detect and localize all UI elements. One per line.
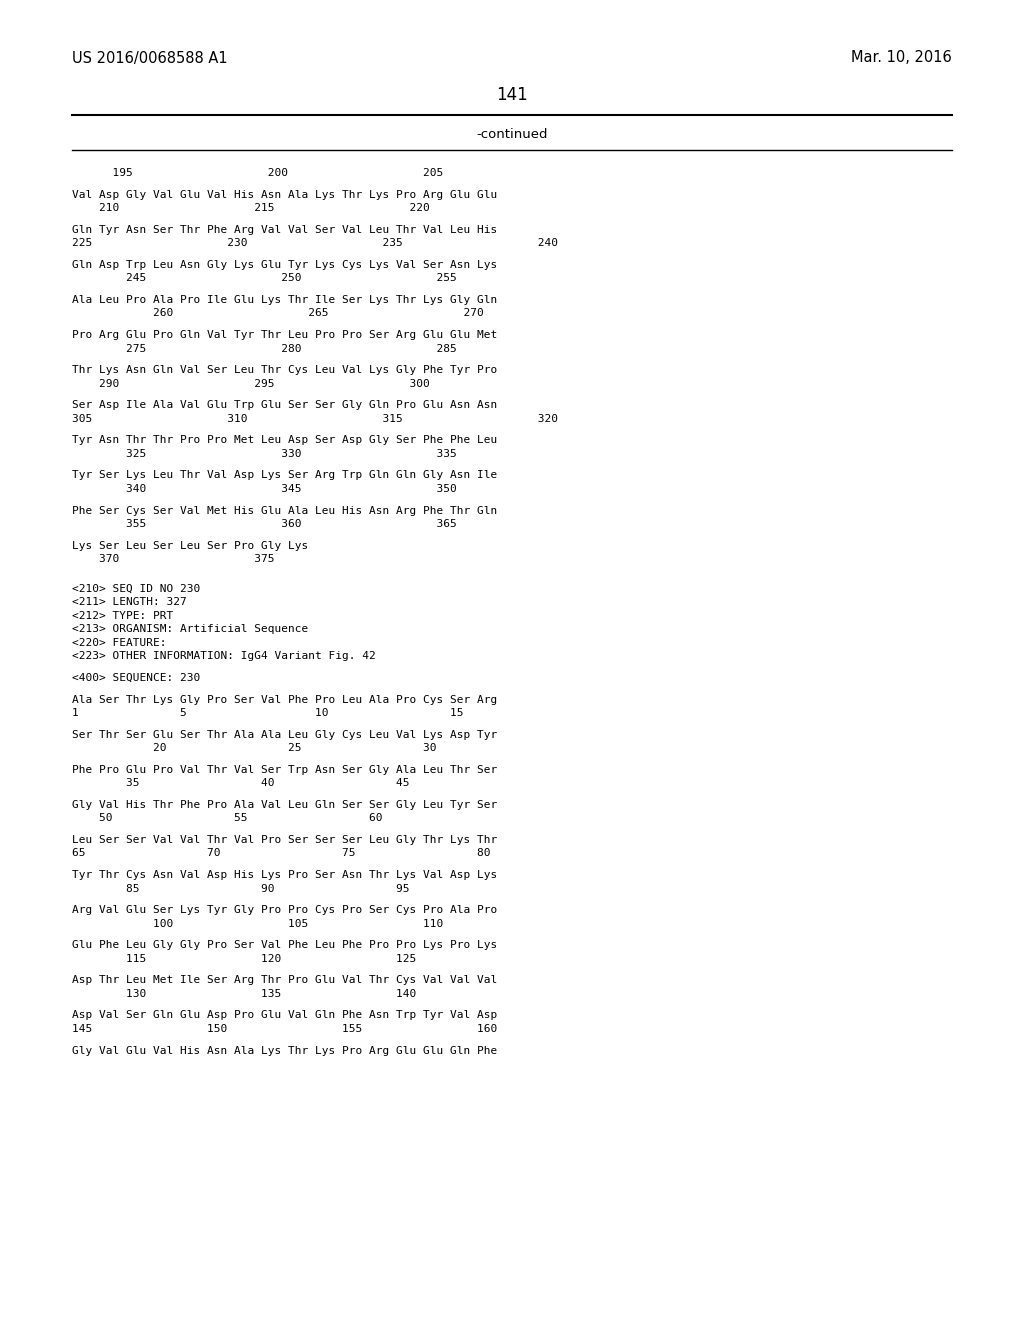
Text: 290                    295                    300: 290 295 300 xyxy=(72,379,430,388)
Text: 245                    250                    255: 245 250 255 xyxy=(72,273,457,284)
Text: <211> LENGTH: 327: <211> LENGTH: 327 xyxy=(72,598,186,607)
Text: Mar. 10, 2016: Mar. 10, 2016 xyxy=(851,50,952,66)
Text: <223> OTHER INFORMATION: IgG4 Variant Fig. 42: <223> OTHER INFORMATION: IgG4 Variant Fi… xyxy=(72,651,376,661)
Text: Pro Arg Glu Pro Gln Val Tyr Thr Leu Pro Pro Ser Arg Glu Glu Met: Pro Arg Glu Pro Gln Val Tyr Thr Leu Pro … xyxy=(72,330,498,341)
Text: 305                    310                    315                    320: 305 310 315 320 xyxy=(72,413,558,424)
Text: Val Asp Gly Val Glu Val His Asn Ala Lys Thr Lys Pro Arg Glu Glu: Val Asp Gly Val Glu Val His Asn Ala Lys … xyxy=(72,190,498,199)
Text: Gln Tyr Asn Ser Thr Phe Arg Val Val Ser Val Leu Thr Val Leu His: Gln Tyr Asn Ser Thr Phe Arg Val Val Ser … xyxy=(72,224,498,235)
Text: -continued: -continued xyxy=(476,128,548,141)
Text: Tyr Thr Cys Asn Val Asp His Lys Pro Ser Asn Thr Lys Val Asp Lys: Tyr Thr Cys Asn Val Asp His Lys Pro Ser … xyxy=(72,870,498,880)
Text: Gly Val His Thr Phe Pro Ala Val Leu Gln Ser Ser Gly Leu Tyr Ser: Gly Val His Thr Phe Pro Ala Val Leu Gln … xyxy=(72,800,498,809)
Text: 65                  70                  75                  80: 65 70 75 80 xyxy=(72,849,490,858)
Text: <212> TYPE: PRT: <212> TYPE: PRT xyxy=(72,611,173,620)
Text: 50                  55                  60: 50 55 60 xyxy=(72,813,383,824)
Text: US 2016/0068588 A1: US 2016/0068588 A1 xyxy=(72,50,227,66)
Text: 325                    330                    335: 325 330 335 xyxy=(72,449,457,459)
Text: Glu Phe Leu Gly Gly Pro Ser Val Phe Leu Phe Pro Pro Lys Pro Lys: Glu Phe Leu Gly Gly Pro Ser Val Phe Leu … xyxy=(72,940,498,950)
Text: 85                  90                  95: 85 90 95 xyxy=(72,883,410,894)
Text: 340                    345                    350: 340 345 350 xyxy=(72,484,457,494)
Text: Leu Ser Ser Val Val Thr Val Pro Ser Ser Ser Leu Gly Thr Lys Thr: Leu Ser Ser Val Val Thr Val Pro Ser Ser … xyxy=(72,836,498,845)
Text: Ser Asp Ile Ala Val Glu Trp Glu Ser Ser Gly Gln Pro Glu Asn Asn: Ser Asp Ile Ala Val Glu Trp Glu Ser Ser … xyxy=(72,400,498,411)
Text: Ala Leu Pro Ala Pro Ile Glu Lys Thr Ile Ser Lys Thr Lys Gly Gln: Ala Leu Pro Ala Pro Ile Glu Lys Thr Ile … xyxy=(72,294,498,305)
Text: 1               5                   10                  15: 1 5 10 15 xyxy=(72,708,464,718)
Text: <210> SEQ ID NO 230: <210> SEQ ID NO 230 xyxy=(72,583,201,594)
Text: Thr Lys Asn Gln Val Ser Leu Thr Cys Leu Val Lys Gly Phe Tyr Pro: Thr Lys Asn Gln Val Ser Leu Thr Cys Leu … xyxy=(72,366,498,375)
Text: 355                    360                    365: 355 360 365 xyxy=(72,519,457,529)
Text: Arg Val Glu Ser Lys Tyr Gly Pro Pro Cys Pro Ser Cys Pro Ala Pro: Arg Val Glu Ser Lys Tyr Gly Pro Pro Cys … xyxy=(72,906,498,915)
Text: 145                 150                 155                 160: 145 150 155 160 xyxy=(72,1024,498,1034)
Text: 100                 105                 110: 100 105 110 xyxy=(72,919,443,928)
Text: 20                  25                  30: 20 25 30 xyxy=(72,743,436,754)
Text: 275                    280                    285: 275 280 285 xyxy=(72,343,457,354)
Text: 115                 120                 125: 115 120 125 xyxy=(72,954,416,964)
Text: <220> FEATURE:: <220> FEATURE: xyxy=(72,638,167,648)
Text: <213> ORGANISM: Artificial Sequence: <213> ORGANISM: Artificial Sequence xyxy=(72,624,308,635)
Text: Lys Ser Leu Ser Leu Ser Pro Gly Lys: Lys Ser Leu Ser Leu Ser Pro Gly Lys xyxy=(72,541,308,550)
Text: Phe Ser Cys Ser Val Met His Glu Ala Leu His Asn Arg Phe Thr Gln: Phe Ser Cys Ser Val Met His Glu Ala Leu … xyxy=(72,506,498,516)
Text: 141: 141 xyxy=(496,86,528,104)
Text: Gly Val Glu Val His Asn Ala Lys Thr Lys Pro Arg Glu Glu Gln Phe: Gly Val Glu Val His Asn Ala Lys Thr Lys … xyxy=(72,1045,498,1056)
Text: Gln Asp Trp Leu Asn Gly Lys Glu Tyr Lys Cys Lys Val Ser Asn Lys: Gln Asp Trp Leu Asn Gly Lys Glu Tyr Lys … xyxy=(72,260,498,269)
Text: 130                 135                 140: 130 135 140 xyxy=(72,989,416,999)
Text: 260                    265                    270: 260 265 270 xyxy=(72,309,483,318)
Text: Tyr Asn Thr Thr Pro Pro Met Leu Asp Ser Asp Gly Ser Phe Phe Leu: Tyr Asn Thr Thr Pro Pro Met Leu Asp Ser … xyxy=(72,436,498,445)
Text: <400> SEQUENCE: 230: <400> SEQUENCE: 230 xyxy=(72,673,201,682)
Text: Ser Thr Ser Glu Ser Thr Ala Ala Leu Gly Cys Leu Val Lys Asp Tyr: Ser Thr Ser Glu Ser Thr Ala Ala Leu Gly … xyxy=(72,730,498,739)
Text: Tyr Ser Lys Leu Thr Val Asp Lys Ser Arg Trp Gln Gln Gly Asn Ile: Tyr Ser Lys Leu Thr Val Asp Lys Ser Arg … xyxy=(72,470,498,480)
Text: 370                    375: 370 375 xyxy=(72,554,274,564)
Text: Phe Pro Glu Pro Val Thr Val Ser Trp Asn Ser Gly Ala Leu Thr Ser: Phe Pro Glu Pro Val Thr Val Ser Trp Asn … xyxy=(72,764,498,775)
Text: Ala Ser Thr Lys Gly Pro Ser Val Phe Pro Leu Ala Pro Cys Ser Arg: Ala Ser Thr Lys Gly Pro Ser Val Phe Pro … xyxy=(72,694,498,705)
Text: 210                    215                    220: 210 215 220 xyxy=(72,203,430,213)
Text: Asp Thr Leu Met Ile Ser Arg Thr Pro Glu Val Thr Cys Val Val Val: Asp Thr Leu Met Ile Ser Arg Thr Pro Glu … xyxy=(72,975,498,985)
Text: 225                    230                    235                    240: 225 230 235 240 xyxy=(72,238,558,248)
Text: 195                    200                    205: 195 200 205 xyxy=(72,168,443,178)
Text: 35                  40                  45: 35 40 45 xyxy=(72,779,410,788)
Text: Asp Val Ser Gln Glu Asp Pro Glu Val Gln Phe Asn Trp Tyr Val Asp: Asp Val Ser Gln Glu Asp Pro Glu Val Gln … xyxy=(72,1010,498,1020)
